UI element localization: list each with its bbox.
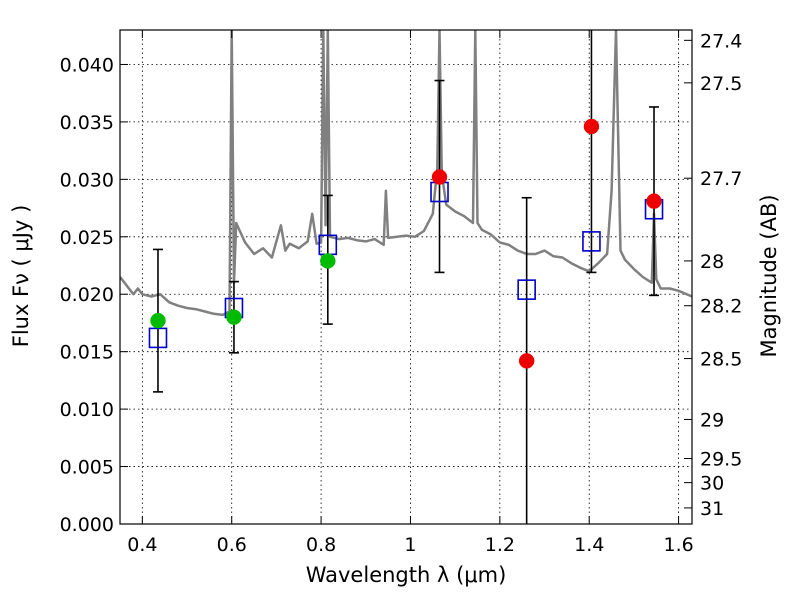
x-tick-label: 1: [404, 534, 416, 556]
y-tick-label: 0.000: [60, 514, 114, 536]
x-tick-label: 0.6: [217, 534, 247, 556]
model-flux-square: [582, 231, 601, 252]
observed-flux-point: [646, 193, 662, 209]
right-tick-label: 29.5: [700, 449, 742, 471]
y-tick-label: 0.035: [60, 112, 114, 134]
y-tick-label: 0.020: [60, 284, 114, 306]
observed-flux-point: [320, 253, 336, 269]
right-tick-label: 27.5: [700, 73, 742, 95]
x-tick-label: 1.4: [574, 534, 604, 556]
x-axis-label: Wavelength λ (μm): [306, 563, 507, 587]
observed-flux-point: [431, 169, 448, 185]
plot-frame: [119, 29, 693, 525]
observed-flux-point: [150, 312, 166, 329]
observed-flux-point: [226, 309, 242, 325]
observed-flux-point: [518, 353, 535, 369]
model-spectrum-line: [120, 30, 692, 317]
x-tick-label: 1.2: [485, 534, 515, 556]
right-tick-label: 27.4: [700, 30, 742, 52]
y-tick-label: 0.010: [60, 399, 114, 421]
y-tick-label: 0.040: [60, 54, 114, 76]
right-tick-label: 28: [700, 251, 724, 273]
x-tick-label: 0.4: [127, 534, 157, 556]
right-tick-label: 27.7: [700, 168, 742, 190]
model-flux-square: [517, 279, 536, 300]
y-tick-label: 0.025: [60, 227, 114, 249]
right-tick-label: 28.2: [700, 296, 742, 318]
plot-series: [120, 30, 692, 524]
y-tick-label: 0.015: [60, 342, 114, 364]
y-axis-label: Flux Fν ( μJy ): [9, 205, 33, 348]
right-tick-label: 28.5: [700, 349, 742, 371]
right-tick-label: 31: [700, 498, 724, 520]
x-tick-label: 0.8: [306, 534, 336, 556]
right-tick-label: 29: [700, 409, 724, 431]
y-tick-label: 0.005: [60, 457, 114, 479]
x-tick-label: 1.6: [663, 534, 693, 556]
plot-area: [120, 30, 692, 524]
grid-lines: [120, 30, 692, 524]
axis-ticks: 0.4 0.6 0.8 1 1.2 1.4 1.6 0.000 0.005 0.010 0.015 0…: [60, 30, 742, 556]
right-axis-label: Magnitude (AB): [757, 194, 781, 357]
y-tick-label: 0.030: [60, 169, 114, 191]
observed-flux-point: [583, 118, 600, 135]
right-tick-label: 30: [700, 473, 724, 495]
